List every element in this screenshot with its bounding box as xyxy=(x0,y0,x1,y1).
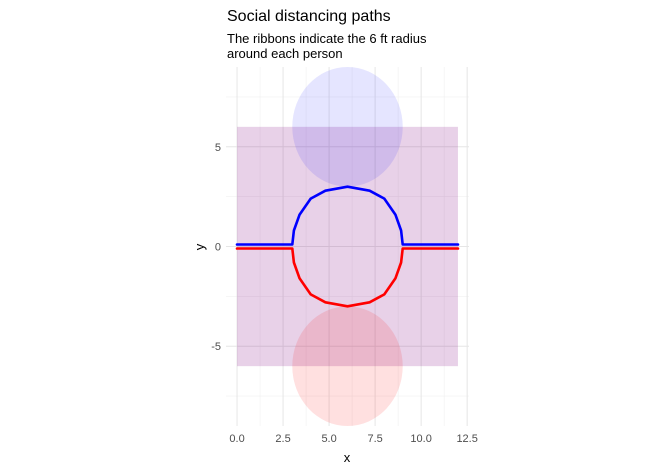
ribbon-circle-2 xyxy=(292,306,403,426)
series-line-0 xyxy=(235,185,460,246)
chart-subtitle-line-2: around each person xyxy=(227,46,343,61)
ribbon-circle-1 xyxy=(292,67,403,187)
y-axis-title: y xyxy=(192,243,207,250)
y-tick-label: 5 xyxy=(215,142,221,154)
series-lines xyxy=(235,185,460,308)
x-tick-label: 0.0 xyxy=(229,433,244,445)
chart-title: Social distancing paths xyxy=(227,8,391,25)
x-axis-ticks: 0.0 2.5 5.0 7.5 10.0 12.5 xyxy=(229,433,477,445)
series-line-1 xyxy=(235,247,460,308)
x-tick-label: 7.5 xyxy=(367,433,382,445)
x-tick-label: 5.0 xyxy=(321,433,336,445)
x-axis-title: x xyxy=(344,450,351,465)
ribbons xyxy=(237,67,458,426)
ribbon-band xyxy=(237,126,458,367)
x-tick-label: 2.5 xyxy=(275,433,290,445)
y-tick-label: -5 xyxy=(211,341,221,353)
x-tick-label: 10.0 xyxy=(410,433,431,445)
y-axis-ticks: -5 0 5 xyxy=(211,142,221,353)
x-tick-label: 12.5 xyxy=(456,433,477,445)
grid xyxy=(226,67,469,426)
y-tick-label: 0 xyxy=(215,242,221,254)
chart-subtitle-line-1: The ribbons indicate the 6 ft radius xyxy=(227,31,427,46)
